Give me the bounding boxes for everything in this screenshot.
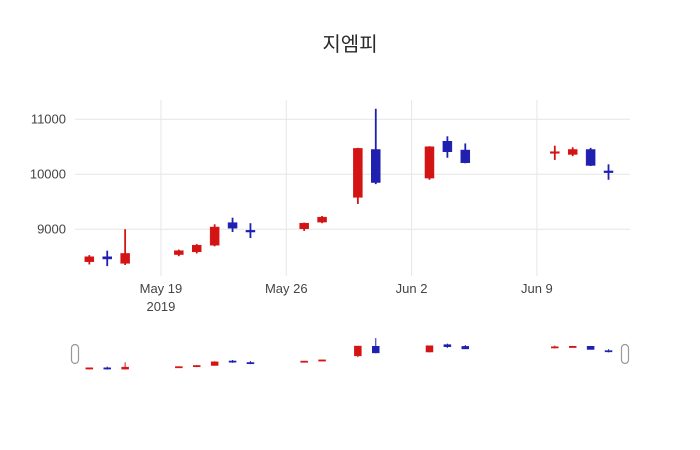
candle-body (85, 367, 94, 370)
candle-body (317, 216, 327, 223)
candle-body (318, 359, 326, 362)
candle-body (84, 256, 95, 262)
y-tick-label: 9000 (37, 221, 66, 236)
rangeslider-left-handle[interactable] (70, 343, 80, 365)
x-tick-label: May 19 (140, 281, 183, 296)
x-tick-sublabel: 2019 (146, 299, 175, 314)
candle-body (245, 230, 256, 233)
candle-body (299, 222, 309, 229)
candle-body (371, 149, 381, 183)
candle-body (175, 366, 183, 369)
candle-body (120, 253, 130, 264)
candle-body (192, 365, 201, 368)
candle-body (228, 360, 237, 363)
x-axis-tick-labels: May 19 2019 May 26 Jun 2 Jun 9 (140, 281, 553, 314)
candle-body (354, 345, 362, 357)
x-tick-label: Jun 2 (396, 281, 428, 296)
candle-body (102, 256, 112, 260)
y-tick-label: 10000 (30, 166, 66, 181)
candle-body (586, 346, 595, 350)
candle-body (443, 344, 452, 347)
candle-body (246, 362, 255, 365)
candle-body (191, 244, 202, 253)
candle-body (300, 360, 308, 363)
candle-body (121, 366, 129, 370)
candle-body (461, 346, 470, 350)
candle-body (353, 148, 363, 198)
candle-body (227, 222, 238, 229)
candle-body (103, 367, 111, 370)
candle-body (551, 346, 559, 349)
y-tick-label: 11000 (31, 111, 66, 126)
candle-body (460, 149, 471, 163)
candle-body (209, 226, 220, 246)
candle-body (442, 141, 453, 152)
candles-main (84, 108, 614, 267)
rangeslider-right-handle[interactable] (620, 343, 630, 365)
candle-body (585, 149, 596, 166)
candle-body (372, 346, 380, 354)
y-axis-tick-labels: 9000 10000 11000 (30, 111, 66, 236)
x-tick-label: May 26 (265, 281, 308, 296)
candle-body (425, 345, 434, 353)
candle-body (568, 346, 577, 348)
candle-body (174, 250, 184, 255)
rangeslider[interactable] (85, 338, 613, 370)
chart-title: 지엠피 (322, 34, 378, 56)
candle-body (604, 350, 613, 353)
x-tick-label: Jun 9 (521, 281, 553, 296)
candle-body (210, 361, 219, 366)
gridlines (75, 100, 630, 276)
candle-body (550, 151, 560, 154)
candle-body (603, 170, 614, 173)
candle-body (424, 146, 435, 179)
candle-body (567, 149, 578, 155)
